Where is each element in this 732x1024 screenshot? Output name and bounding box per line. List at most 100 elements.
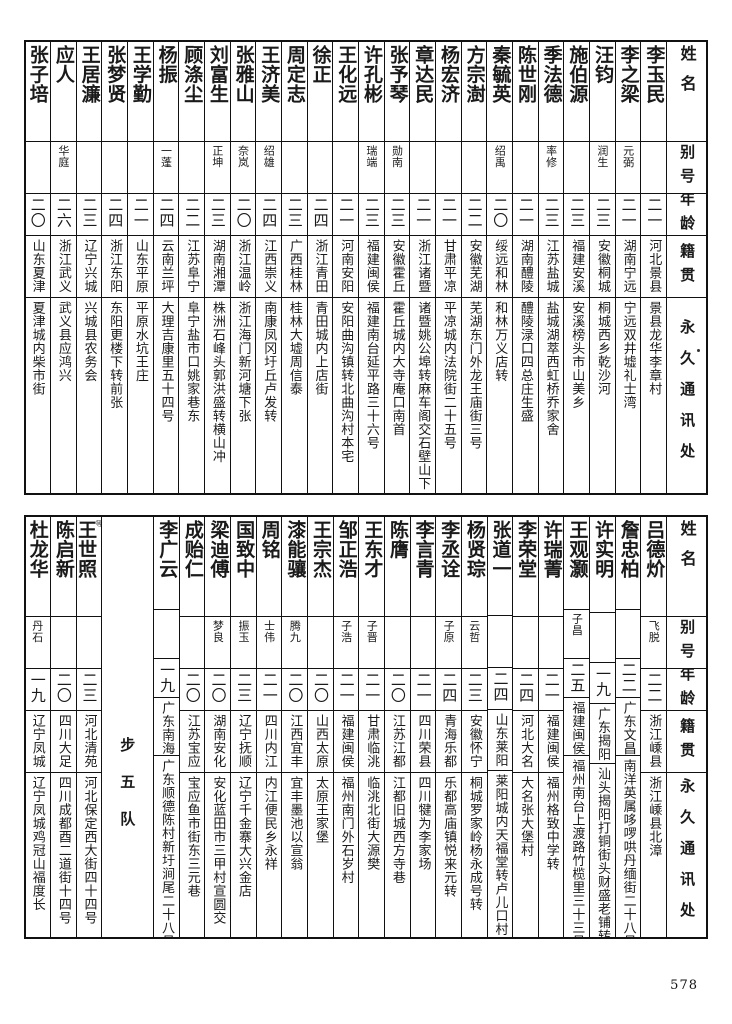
roster-entry-column[interactable]: 徐正 二四 浙江青田 青田城内上店街 — [306, 42, 333, 493]
row-label-address: 永久通讯处 — [678, 318, 697, 474]
entry-address: 安阳曲沟镇转北曲沟村本宅 — [338, 301, 354, 463]
entry-alias — [538, 617, 564, 669]
roster-entry-column[interactable]: 梁迪傅 梦良 二〇 湖南安化 安化蓝田市三甲村宣圆交 — [204, 517, 231, 937]
roster-entry-column[interactable]: 王济美 绍雄 二四 江西崇义 南康凤冈圩丘卢发转 — [255, 42, 281, 493]
roster-entry-column[interactable]: 张予琴 勋南 二三 安徽霍丘 霍丘城内大寺庵口南首 — [383, 42, 410, 493]
entry-alias — [127, 142, 153, 194]
roster-entry-column[interactable]: 李广云 一九 广东南海 广东顺德陈村新圩涧尾二十八号 — [153, 517, 179, 937]
roster-entry-column[interactable]: 杨贤琮 云哲 二三 安徽怀宁 桐城罗家岭杨永成号转 — [460, 517, 487, 937]
entry-address: 安化蓝田市三甲村宣圆交 — [210, 776, 226, 925]
roster-entry-column[interactable]: 漆能骧 腾九 二〇 江西宜丰 宜丰墨池以宣翁 — [281, 517, 308, 937]
roster-entry-column[interactable]: 成贻仁 二〇 江苏宝应 宝应鱼市街东三元巷 — [178, 517, 205, 937]
roster-entry-column[interactable]: 王宗杰 二〇 山西太原 太原王家堡 — [307, 517, 333, 937]
roster-entry-column[interactable]: 杨宏济 二一 甘肃平凉 平凉城内法院街二十五号 — [434, 42, 461, 493]
entry-name: 杨振 — [153, 42, 179, 142]
entry-name: 章达民 — [410, 42, 435, 142]
entry-alias: 子昌 — [564, 610, 590, 660]
roster-entry-column[interactable]: 章达民 二一 浙江诸暨 诸暨姚公埠转麻车阁交石壁山下 — [409, 42, 435, 493]
roster-entry-column[interactable]: 李荣堂 二四 河北大名 大名张大堡村 — [512, 517, 538, 937]
roster-entry-column[interactable]: 汪钧 润生 二三 安徽桐城 桐城西乡乾沙河 — [588, 42, 615, 493]
roster-entry-column[interactable]: 许瑞菁 二一 福建闽侯 福州格致中学转 — [537, 517, 564, 937]
roster-entry-column[interactable]: 邹正浩 子浩 二一 福建闽侯 福州南门外石岁村 — [332, 517, 359, 937]
roster-entry-column[interactable]: 许实明 一九 广东揭阳 汕头揭阳打铜街头财盛老铺转 — [589, 517, 615, 937]
entry-alias: 勋南 — [384, 142, 410, 194]
roster-entry-column[interactable]: 吕德炌 飞脱 二二 浙江嵊县 浙江嵊县北漳 — [640, 517, 666, 937]
roster-entry-column[interactable]: 王世照等二三 河北清苑 河北保定西大街四十四号 — [75, 517, 102, 937]
entry-age: 二三 — [358, 194, 384, 236]
entry-origin: 湖南安化 — [205, 711, 231, 773]
roster-entry-column[interactable]: 李丞诠 子原 二四 青海乐都 乐都高庙镇悦来元转 — [435, 517, 461, 937]
entry-origin: 浙江武义 — [50, 236, 76, 298]
entry-name: 李言青 — [410, 517, 436, 617]
roster-entry-column[interactable]: 李玉民 二一 河北景县 景县龙华李章村 — [640, 42, 666, 493]
entry-origin: 湖南醴陵 — [512, 236, 538, 298]
roster-entry-column[interactable]: 施伯源 二三 福建安溪 安溪榜头市山美乡 — [563, 42, 589, 493]
entry-origin: 浙江青田 — [307, 236, 333, 298]
roster-entry-column[interactable]: 陈膺 二〇 江苏江都 江都旧城西方寺巷 — [383, 517, 410, 937]
entry-alias — [410, 142, 435, 194]
roster-entry-column[interactable]: 顾涤尘 二二 江苏阜宁 阜宁盐市口姚家巷东 — [178, 42, 204, 493]
entry-alias — [615, 610, 641, 660]
roster-entry-column[interactable]: 陈启新 二〇 四川大足 四川成都酉二道街十四号 — [49, 517, 76, 937]
entry-age: 二三 — [76, 669, 102, 711]
entry-age: 二四 — [256, 194, 281, 236]
roster-entry-column[interactable]: 季法德 率修 二三 江苏盐城 盐城湖萃西虹桥乔家舍 — [537, 42, 564, 493]
roster-entry-column[interactable]: 秦毓英 绍禹 二〇 绥远和林 和林万义店转 — [486, 42, 512, 493]
roster-entry-column[interactable]: 陈世刚 二一 湖南醴陵 醴陵渌口四总庄生盛 — [511, 42, 538, 493]
entry-address: 四川成都酉二道街十四号 — [55, 776, 71, 925]
entry-age: 二三 — [76, 194, 102, 236]
entry-origin: 浙江东阳 — [102, 236, 127, 298]
entry-name: 李玉民 — [641, 42, 666, 142]
roster-entry-column[interactable]: 詹忠柏 二二 广东文昌 南洋英属哆啰哄丹缅街二十八号 — [614, 517, 641, 937]
roster-entry-column[interactable]: 应人 华庭 二六 浙江武义 武义县应鸿兴 — [49, 42, 76, 493]
entry-alias — [384, 617, 410, 669]
roster-entry-column[interactable]: 刘富生 正坤 二三 湖南湘潭 株洲石峰头郭洪盛转横山冲 — [203, 42, 230, 493]
entry-address: 霍丘城内大寺庵口南首 — [389, 301, 405, 436]
entry-name: 施伯源 — [564, 42, 589, 142]
roster-entry-column[interactable]: 李之梁 元弼 二一 湖南宁远 宁远双井墟礼士湾 — [614, 42, 641, 493]
roster-entry-column[interactable]: 杜龙华 丹石 一九 辽宁凤城 辽宁凤城鸡冠山福度长 — [24, 517, 50, 937]
roster-entry-column[interactable]: 周定志 二三 广西桂林 桂林大墟周信泰 — [280, 42, 307, 493]
roster-entry-column[interactable]: 王化远 二一 河南安阳 安阳曲沟镇转北曲沟村本宅 — [332, 42, 358, 493]
entry-alias: 绍雄 — [256, 142, 281, 194]
entry-alias — [641, 142, 666, 194]
roster-entry-column[interactable]: 周铭 士伟 二一 四川内江 内江便民乡永祥 — [255, 517, 282, 937]
entry-age: 二一 — [410, 194, 435, 236]
roster-entry-column[interactable]: 张道一 二四 山东莱阳 莱阳城内天福堂转卢儿口村 — [486, 517, 513, 937]
roster-entry-column[interactable]: 国致中 振玉 二三 辽宁抚顺 辽宁千金寨大兴金店 — [230, 517, 256, 937]
row-label-name: 姓名 — [667, 517, 706, 617]
entry-alias: 元弼 — [615, 142, 641, 194]
roster-entry-column[interactable]: 张雅山 奈岚 二〇 浙江温岭 浙江海门新河塘下张 — [229, 42, 256, 493]
entry-alias: 腾九 — [282, 617, 308, 669]
entry-address: 平凉城内法院街二十五号 — [440, 301, 456, 450]
entry-age: 二〇 — [282, 669, 308, 711]
entry-address: 桐城罗家岭杨永成号转 — [466, 776, 482, 911]
entry-age: 二〇 — [179, 669, 205, 711]
roster-entry-column[interactable]: 许孔彬 瑞端 二三 福建闽侯 福建南台延平路三十六号 — [357, 42, 384, 493]
roster-entry-column[interactable]: 杨振 一蓬 二四 云南兰坪 大理吉康里五十四号 — [152, 42, 179, 493]
entry-alias: 振玉 — [231, 617, 256, 669]
entry-origin: 四川内江 — [256, 711, 282, 773]
entry-origin: 江苏江都 — [384, 711, 410, 773]
entry-address: 诸暨姚公埠转麻车阁交石壁山下 — [415, 301, 431, 490]
roster-entry-column[interactable]: 李言青 二一 四川荣县 四川犍为李家场 — [409, 517, 436, 937]
entry-name: 杨贤琮 — [461, 517, 487, 617]
roster-entry-column[interactable]: 王东才 子晋 二一 甘肃临洮 临洮北街大源樊 — [358, 517, 384, 937]
entry-alias: 子原 — [436, 617, 461, 669]
entry-age: 一九 — [154, 659, 179, 699]
roster-entry-column[interactable]: 方宗澍 二二 安徽芜湖 芜湖东门外龙王庙街三号 — [460, 42, 487, 493]
entry-alias — [24, 142, 50, 194]
entry-age: 二一 — [615, 194, 641, 236]
entry-name: 季法德 — [538, 42, 564, 142]
entry-alias — [512, 142, 538, 194]
roster-entry-column[interactable]: 张子培 二〇 山东夏津 夏津城内柴市街 — [24, 42, 50, 493]
roster-entry-column[interactable]: 王观灏 子昌 二五 福建闽侯 福州南台上渡路竹榄里三十三号 — [563, 517, 590, 937]
entry-name: 王济美 — [256, 42, 281, 142]
entry-name: 王宗杰 — [308, 517, 333, 617]
entry-address: 福州南门外石岁村 — [338, 776, 354, 884]
entry-age: 二〇 — [230, 194, 256, 236]
roster-entry-column[interactable]: 王学勤 二一 山东平原 平原水坑王庄 — [126, 42, 153, 493]
roster-entry-column[interactable]: 王居濂 二三 辽宁兴城 兴城县农务会 — [75, 42, 102, 493]
roster-entry-column[interactable]: 张梦贤 二四 浙江东阳 东阳更楼下转前张 — [101, 42, 127, 493]
entry-age: 二四 — [513, 669, 538, 711]
